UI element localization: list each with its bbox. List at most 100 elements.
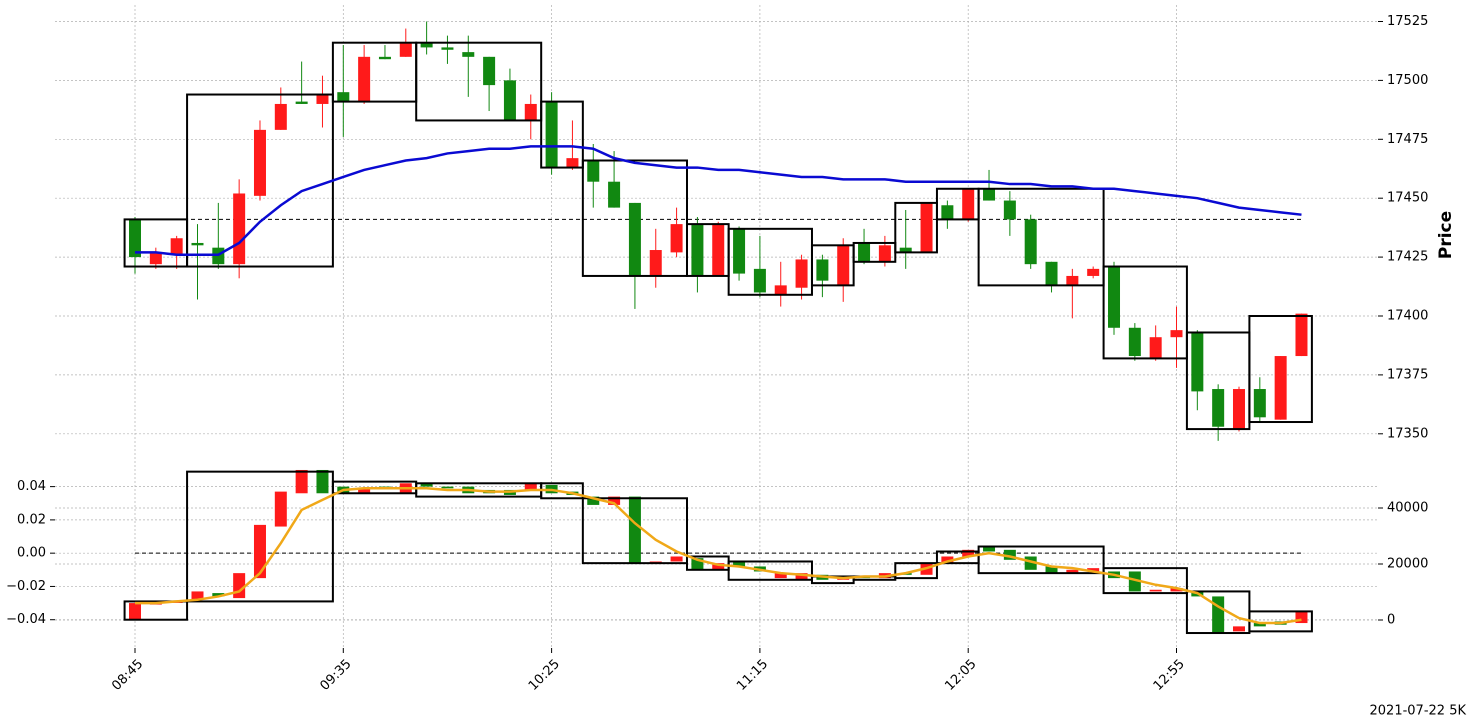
y-axis-label: Price	[1436, 211, 1456, 259]
candle-body	[170, 238, 183, 255]
candle-body	[295, 469, 308, 494]
y2-tick-label: 40000	[1387, 501, 1428, 516]
range-box	[415, 41, 543, 122]
candle-body	[1295, 313, 1308, 357]
candle-body	[1170, 588, 1183, 592]
candle-body	[1170, 330, 1183, 338]
candle-body	[295, 101, 308, 104]
range-box	[810, 244, 855, 287]
candle-body	[1024, 219, 1037, 265]
candle-body	[337, 92, 350, 102]
candle-body	[399, 42, 412, 57]
caption: 2021-07-22 5K	[1370, 704, 1467, 719]
candle-body	[837, 245, 850, 286]
candle-body	[191, 591, 204, 600]
range-box	[1248, 314, 1313, 424]
candle-body	[358, 488, 371, 494]
x-tick-label: 08:45	[109, 657, 146, 694]
candle-body	[212, 593, 225, 597]
candle-body	[899, 247, 912, 253]
candle-body	[1045, 261, 1058, 286]
candle-body	[129, 603, 141, 620]
candle-body	[274, 491, 287, 527]
candle-body	[733, 228, 746, 274]
candle-body	[774, 573, 787, 579]
range-box	[977, 187, 1105, 287]
candle-body	[1274, 356, 1287, 420]
y-tick-label: 0.02	[17, 512, 46, 527]
range-box	[581, 497, 688, 565]
candle-body	[1253, 623, 1266, 627]
candle-body	[1232, 626, 1245, 632]
y-tick-label: 17475	[1387, 132, 1428, 147]
candle-body	[1087, 568, 1100, 572]
range-box	[581, 159, 688, 277]
range-box	[123, 600, 189, 621]
candle-body	[1212, 389, 1225, 427]
candle-body	[1149, 589, 1162, 592]
candle-body	[795, 573, 808, 580]
range-box	[186, 470, 334, 603]
y-tick-label: 17425	[1387, 250, 1428, 265]
candle-body	[691, 224, 704, 276]
candle-body	[587, 496, 600, 505]
candle-body	[983, 188, 996, 201]
candle-body	[1045, 566, 1058, 574]
candle-body	[1003, 549, 1016, 560]
candle-body	[608, 181, 621, 208]
candle-body	[462, 52, 475, 57]
candle-body	[316, 469, 329, 494]
candle-body	[628, 496, 641, 564]
candle-body	[378, 56, 391, 60]
candle-body	[233, 573, 246, 599]
candle-body	[670, 556, 683, 562]
y-tick-label: 17500	[1387, 73, 1428, 88]
y-tick-label: 0.00	[17, 546, 46, 561]
candle-body	[628, 202, 641, 276]
indicator-line	[135, 145, 1302, 256]
candle-body	[420, 483, 433, 487]
candle-body	[670, 224, 683, 253]
candle-body	[524, 483, 537, 490]
y-tick-label: 17350	[1387, 426, 1428, 441]
range-box	[894, 562, 938, 580]
x-tick-label: 09:35	[318, 657, 355, 694]
candle-body	[878, 245, 891, 262]
candle-body	[733, 561, 746, 567]
y-tick-label: 17525	[1387, 14, 1428, 29]
range-box	[894, 201, 938, 254]
candle-body	[774, 285, 787, 295]
candle-body	[1128, 571, 1141, 592]
y-tick-label: 17450	[1387, 191, 1428, 206]
candle-body	[253, 129, 266, 196]
candle-body	[962, 188, 975, 220]
candle-body	[712, 224, 725, 276]
candle-body	[983, 546, 996, 552]
candle-body	[358, 56, 371, 102]
x-tick-label: 10:25	[526, 657, 563, 694]
candle-body	[1212, 596, 1225, 634]
candle-body	[274, 103, 287, 130]
candle-body	[795, 259, 808, 288]
candle-body	[503, 80, 516, 121]
range-box	[727, 560, 813, 581]
y-tick-label: 17375	[1387, 367, 1428, 382]
x-tick-label: 12:55	[1151, 657, 1188, 694]
candle-body	[524, 103, 537, 121]
candle-body	[316, 94, 329, 104]
candle-body	[608, 496, 621, 505]
candle-body	[1149, 337, 1162, 359]
candle-body	[545, 101, 558, 168]
indicator-line	[135, 487, 1302, 625]
range-box	[1102, 567, 1188, 595]
candle-body	[129, 219, 141, 258]
candle-body	[712, 563, 725, 570]
candle-body	[1066, 569, 1079, 574]
candle-body	[1295, 611, 1308, 624]
candle-body	[441, 47, 454, 50]
x-tick-label: 12:05	[942, 657, 979, 694]
candle-body	[233, 193, 246, 265]
candle-body	[962, 549, 975, 557]
